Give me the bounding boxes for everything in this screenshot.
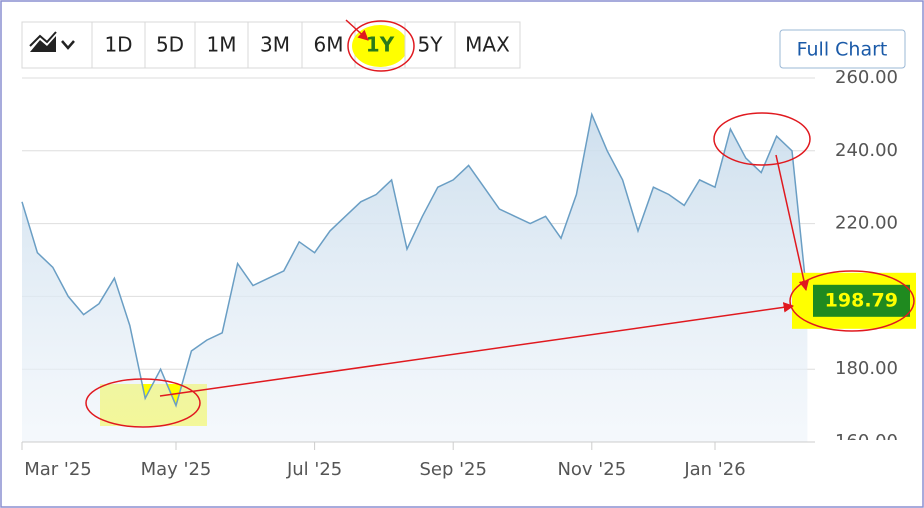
y-tick-label: 240.00 (835, 140, 898, 161)
y-tick-label: 220.00 (835, 213, 898, 234)
x-tick-label: Sep '25 (419, 459, 487, 480)
chart-type-icon[interactable] (29, 31, 75, 52)
range-button-label: 5D (156, 33, 184, 57)
x-tick-label: Jan '26 (683, 459, 745, 480)
last-price-badge (813, 284, 910, 317)
price-line (21, 111, 809, 408)
y-tick-label: 260.00 (835, 67, 898, 88)
range-button-label: 5Y (418, 33, 444, 57)
range-button-label: 3M (260, 33, 290, 57)
full-chart-button[interactable] (779, 29, 906, 69)
annotations (85, 19, 915, 428)
range-button[interactable] (454, 21, 521, 69)
range-button[interactable] (194, 21, 249, 69)
area (22, 114, 808, 443)
range-button-label: 1Y (366, 33, 395, 57)
last-price-label: 198.79 (825, 289, 898, 311)
full-chart-label: Full Chart (797, 39, 888, 61)
x-tick-label: Jul '25 (286, 459, 342, 480)
y-tick-label: 180.00 (835, 358, 898, 379)
range-button[interactable] (404, 21, 456, 69)
label-mask (816, 440, 916, 452)
range-button-label: 6M (314, 33, 344, 57)
range-button-label: 1D (104, 33, 132, 57)
x-tick-label: Nov '25 (557, 459, 626, 480)
range-button-label: MAX (465, 33, 510, 57)
range-button[interactable] (91, 21, 146, 69)
range-button[interactable] (247, 21, 303, 69)
x-tick-label: Mar '25 (24, 459, 92, 480)
range-button-label: 1M (207, 33, 237, 57)
range-button[interactable] (144, 21, 196, 69)
x-tick-label: May '25 (141, 459, 212, 480)
